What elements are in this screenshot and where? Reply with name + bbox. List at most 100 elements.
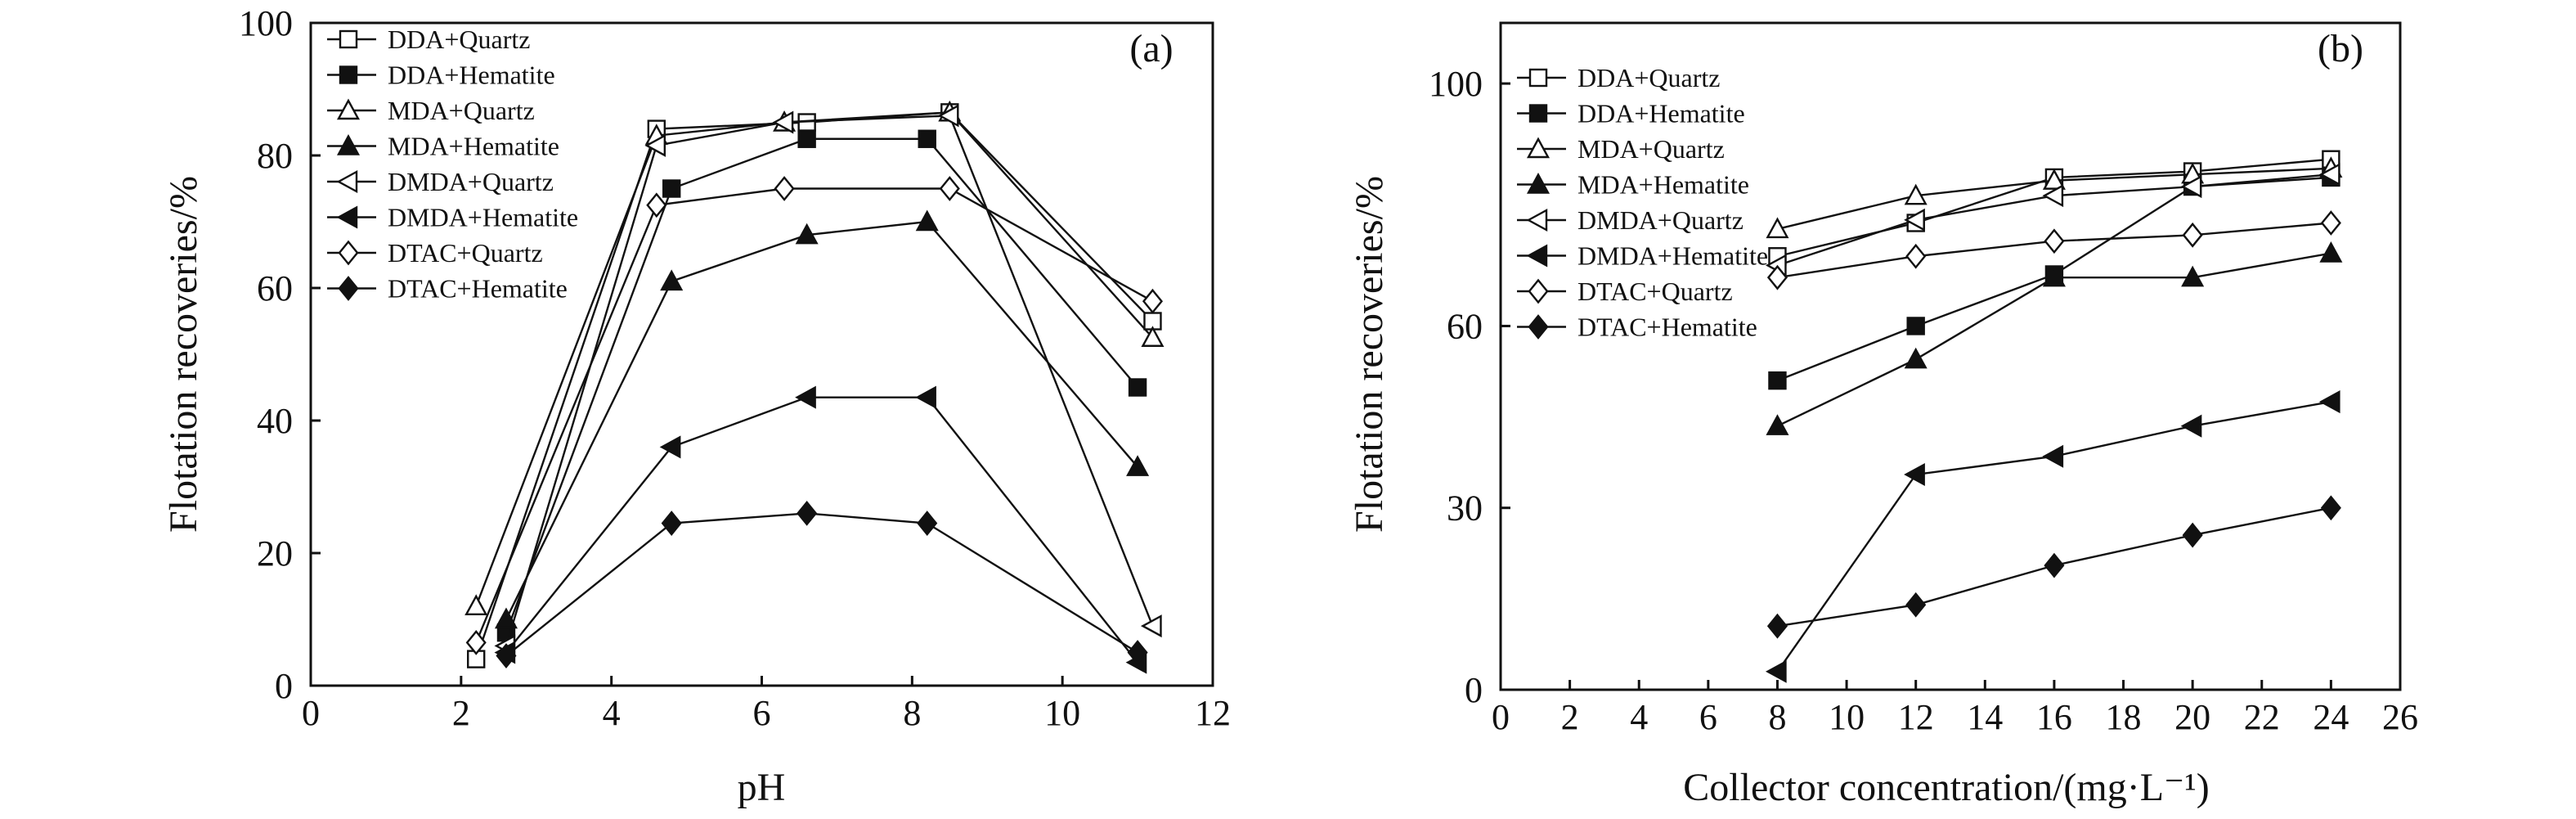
data-point	[465, 629, 487, 655]
data-point	[772, 110, 794, 134]
data-point	[1905, 243, 1927, 269]
series-dtac-quartz	[1766, 210, 2341, 290]
data-point	[2319, 241, 2343, 263]
data-point	[1126, 455, 1150, 476]
data-point	[2182, 222, 2203, 248]
data-point	[2180, 414, 2202, 438]
data-point	[659, 435, 681, 459]
y-tick-label: 100	[1429, 64, 1483, 104]
x-tick-label: 16	[2036, 697, 2072, 737]
series-line	[505, 137, 1138, 633]
y-tick-label: 80	[257, 136, 293, 176]
data-point	[939, 176, 960, 201]
x-tick-label: 22	[2244, 697, 2280, 737]
y-tick-label: 20	[257, 533, 293, 574]
legend-label: DTAC+Quartz	[1577, 277, 1733, 306]
x-tick-label: 12	[1195, 693, 1231, 733]
data-point	[2320, 495, 2341, 521]
legend-marker	[339, 29, 358, 49]
data-point	[646, 192, 667, 218]
x-tick-label: 14	[1967, 697, 2003, 737]
legend-entry: DTAC+Hematite	[1517, 313, 1757, 342]
x-tick-label: 0	[302, 693, 320, 733]
y-tick-label: 60	[257, 268, 293, 308]
x-tick-label: 12	[1898, 697, 1934, 737]
y-tick-label: 30	[1447, 488, 1483, 529]
x-tick-label: 0	[1492, 697, 1510, 737]
legend-label: DMDA+Hematite	[1577, 241, 1768, 271]
legend-marker	[1526, 208, 1548, 232]
data-point	[795, 223, 819, 245]
data-point	[1768, 371, 1787, 390]
data-point	[2182, 522, 2203, 548]
legend-label: DDA+Quartz	[1577, 63, 1720, 92]
legend-entry: DTAC+Quartz	[327, 238, 543, 268]
series-mda-hematite	[1766, 241, 2343, 435]
x-tick-label: 26	[2382, 697, 2418, 737]
data-point	[918, 129, 936, 148]
legend-marker	[336, 169, 358, 194]
data-point	[1127, 640, 1148, 665]
data-point	[915, 385, 936, 409]
data-point	[1904, 208, 1925, 232]
data-point	[1766, 217, 1789, 239]
legend-marker	[338, 240, 359, 266]
legend-entry: DMDA+Hematite	[327, 203, 578, 232]
chart-panel-1: 0 2 4 6 8 10 12 14 16 18 20 22 24 2603060100Collector…	[1348, 21, 2418, 809]
data-point	[644, 133, 666, 157]
plot-frame	[1499, 21, 2402, 691]
data-point	[2042, 169, 2066, 190]
data-point	[774, 176, 795, 201]
data-point	[795, 385, 816, 409]
data-point	[1906, 317, 1925, 335]
data-point	[1766, 414, 1789, 435]
legend-marker	[1528, 314, 1549, 340]
series-line	[475, 187, 1154, 643]
legend-marker	[1526, 244, 1548, 268]
y-tick-label: 40	[257, 401, 293, 441]
data-point	[1766, 613, 1788, 639]
y-tick-label: 0	[275, 666, 293, 706]
data-point	[1141, 326, 1165, 347]
data-point	[1128, 378, 1147, 397]
series-dtac-hematite	[1766, 495, 2341, 639]
legend-label: DTAC+Hematite	[1577, 313, 1757, 342]
legend-marker	[1526, 172, 1551, 194]
legend-entry: DMDA+Quartz	[1517, 205, 1744, 235]
legend-label: MDA+Quartz	[388, 96, 535, 125]
data-point	[937, 104, 959, 128]
data-point	[1142, 288, 1164, 314]
x-tick-label: 4	[603, 693, 621, 733]
legend-marker	[1528, 278, 1549, 304]
legend-entry: DDA+Quartz	[327, 25, 530, 54]
data-point	[797, 129, 816, 148]
y-tick-label: 0	[1465, 670, 1483, 710]
series-dtac-hematite	[496, 501, 1148, 668]
data-point	[494, 607, 518, 629]
data-point	[1766, 264, 1788, 290]
x-tick-label: 8	[903, 693, 921, 733]
legend-marker	[1528, 68, 1548, 88]
x-tick-label: 6	[1699, 697, 1717, 737]
data-point	[2318, 390, 2340, 414]
series-dda-hematite	[496, 129, 1147, 642]
legend-entry: DDA+Quartz	[1517, 63, 1720, 92]
legend-entry: MDA+Quartz	[1517, 134, 1725, 164]
legend-label: MDA+Hematite	[1577, 170, 1749, 200]
chart-panel-0: 0 2 4 6 8 10 12 0 20 40 60 80 100 pH Flotation recover…	[162, 3, 1231, 809]
x-tick-label: 8	[1768, 697, 1786, 737]
legend-marker	[336, 205, 358, 229]
series-dtac-quartz	[465, 176, 1164, 655]
y-axis-label: Flotation recoveries/%	[1348, 176, 1391, 533]
data-point	[2042, 265, 2066, 287]
legend-entry: DDA+Hematite	[1517, 99, 1745, 128]
legend-marker	[339, 65, 358, 84]
legend-marker	[336, 133, 361, 155]
legend-entry: DDA+Hematite	[327, 61, 555, 90]
data-point	[915, 209, 939, 232]
legend-label: DDA+Hematite	[1577, 99, 1745, 128]
legend-entry: MDA+Quartz	[327, 96, 535, 125]
data-point	[1904, 462, 1925, 486]
panel-label: (b)	[2318, 27, 2363, 70]
